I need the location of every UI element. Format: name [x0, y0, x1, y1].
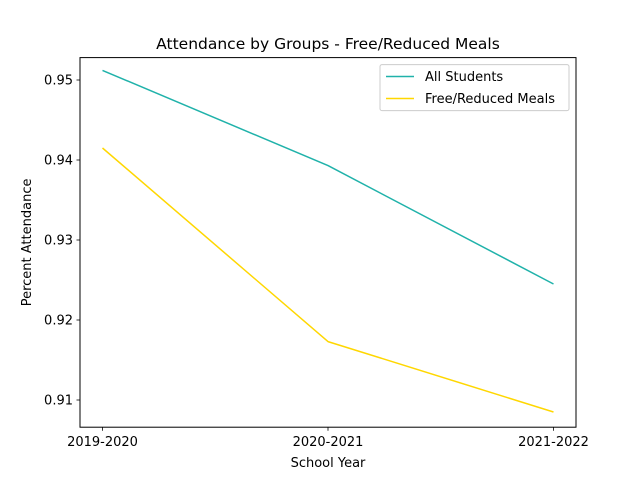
- x-tick-label: 2021-2022: [518, 435, 589, 450]
- chart-title: Attendance by Groups - Free/Reduced Meal…: [156, 35, 500, 53]
- x-tick-label: 2019-2020: [67, 435, 138, 450]
- legend-label-free-reduced-meals: Free/Reduced Meals: [425, 92, 555, 107]
- plot-area: [79, 57, 577, 428]
- x-tick-label: 2020-2021: [293, 435, 364, 450]
- y-axis-ticks: 0.91 0.92 0.93 0.94 0.95: [44, 74, 80, 409]
- y-tick-label: 0.94: [44, 154, 73, 169]
- y-tick-label: 0.92: [44, 314, 73, 329]
- x-axis-label: School Year: [291, 456, 366, 471]
- legend-frame: [379, 64, 570, 112]
- y-tick-label: 0.93: [44, 234, 73, 249]
- y-tick-label: 0.91: [44, 394, 73, 409]
- y-axis-label: Percent Attendance: [20, 179, 35, 307]
- legend: All Students Free/Reduced Meals: [379, 64, 570, 112]
- y-tick-label: 0.95: [44, 74, 73, 89]
- series-lines: [102, 69, 554, 413]
- x-axis-ticks: 2019-2020 2020-2021 2021-2022: [67, 427, 589, 450]
- legend-label-all-students: All Students: [425, 70, 503, 85]
